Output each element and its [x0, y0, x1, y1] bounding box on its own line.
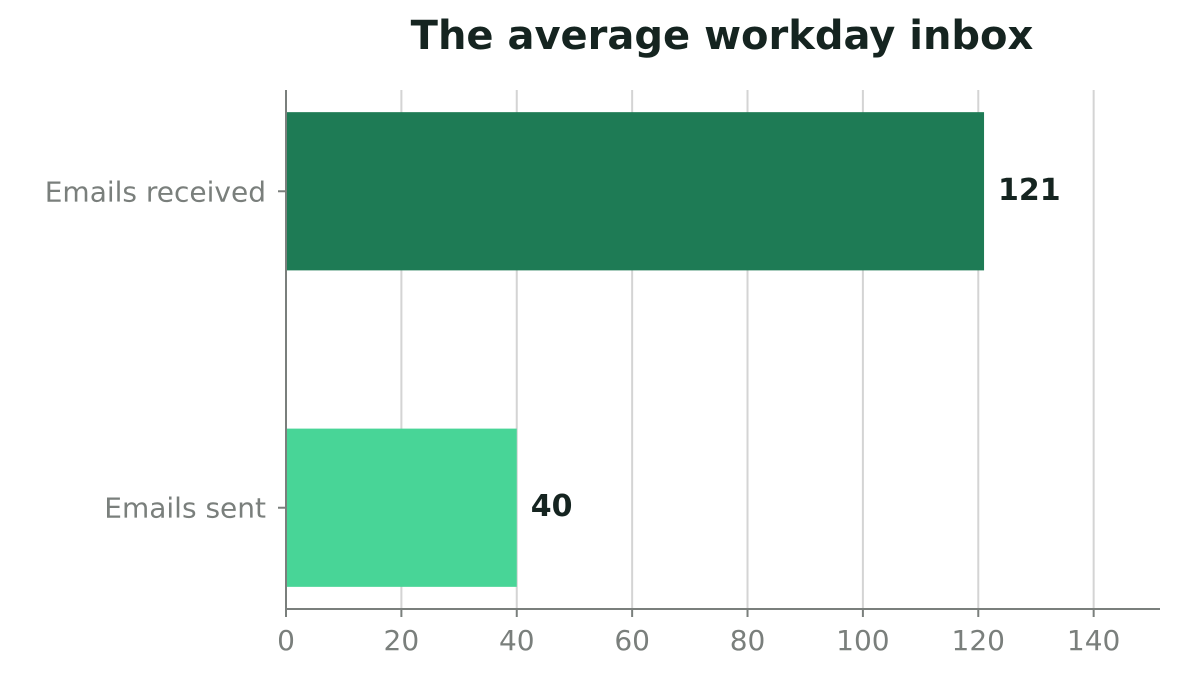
value-label: 40 [531, 489, 573, 524]
y-tick-label: Emails received [45, 175, 266, 208]
chart-title: The average workday inbox [411, 13, 1034, 59]
x-tick-label: 0 [277, 624, 295, 657]
x-tick-label: 20 [384, 624, 420, 657]
x-tick-label: 100 [836, 624, 889, 657]
x-tick-label: 140 [1067, 624, 1120, 657]
value-label: 121 [998, 173, 1061, 208]
x-tick-label: 40 [499, 624, 535, 657]
bar [286, 428, 517, 587]
y-tick-label: Emails sent [104, 492, 266, 525]
x-tick-label: 60 [614, 624, 650, 657]
x-tick-label: 80 [730, 624, 766, 657]
bar [286, 112, 985, 271]
x-tick-label: 120 [952, 624, 1005, 657]
